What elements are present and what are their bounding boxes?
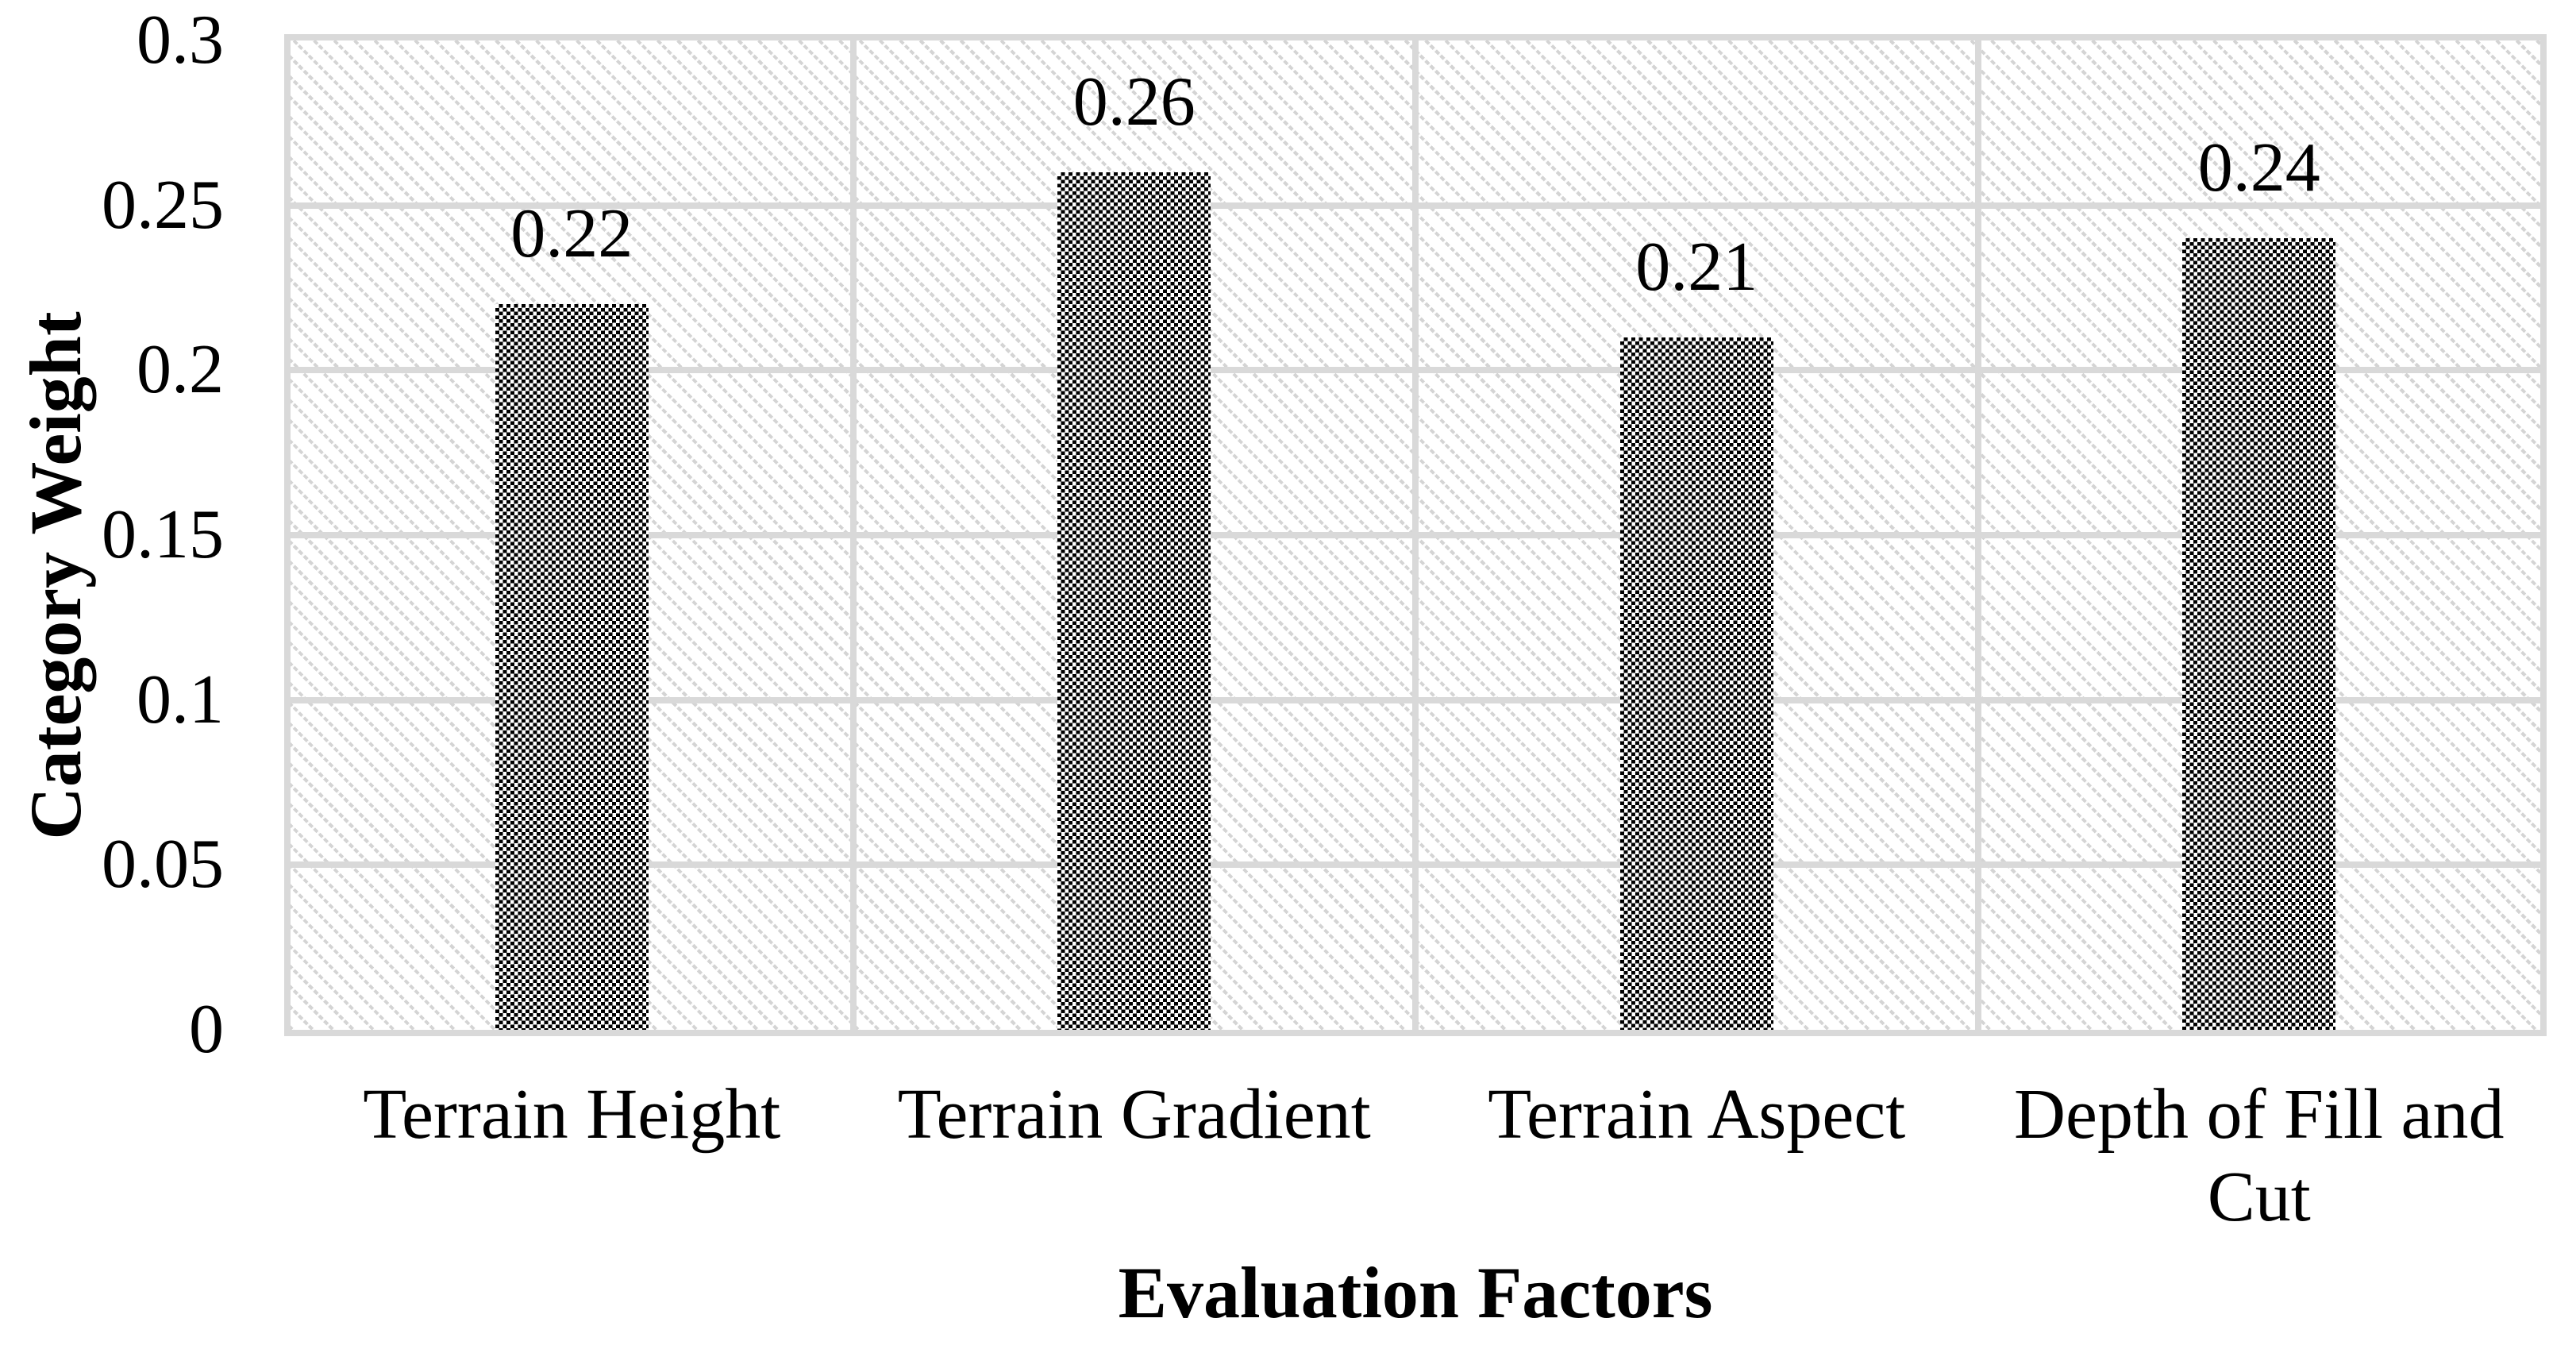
bar xyxy=(1057,172,1211,1030)
y-tick-label: 0.25 xyxy=(102,166,224,244)
vertical-gridline xyxy=(1974,40,1981,1030)
y-tick-label: 0.15 xyxy=(102,496,224,573)
bar-data-label: 0.24 xyxy=(2197,129,2320,207)
x-axis-title: Evaluation Factors xyxy=(1118,1252,1713,1333)
x-category-label: Depth of Fill and Cut xyxy=(2014,1075,2505,1237)
y-axis-title: Category Weight xyxy=(15,311,96,840)
vertical-gridline xyxy=(1412,40,1419,1030)
y-tick-label: 0.3 xyxy=(137,2,224,79)
bar-data-label: 0.22 xyxy=(510,195,633,273)
x-category-label: Terrain Gradient xyxy=(897,1075,1371,1154)
x-category-label: Terrain Height xyxy=(363,1075,781,1154)
bar xyxy=(1619,337,1773,1030)
y-tick-label: 0.05 xyxy=(102,826,224,904)
x-category-label: Terrain Aspect xyxy=(1488,1075,1906,1154)
y-tick-label: 0 xyxy=(189,991,224,1068)
vertical-gridline xyxy=(849,40,857,1030)
bar-data-label: 0.26 xyxy=(1072,64,1196,141)
bar xyxy=(495,304,649,1030)
bar-data-label: 0.21 xyxy=(1635,228,1758,306)
plot-area xyxy=(284,34,2547,1036)
y-tick-label: 0.2 xyxy=(137,331,224,409)
bar xyxy=(2182,238,2336,1030)
y-tick-label: 0.1 xyxy=(137,661,224,738)
